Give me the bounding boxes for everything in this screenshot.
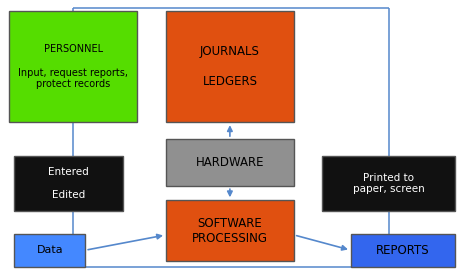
Text: Data: Data <box>36 245 63 255</box>
Text: JOURNALS

LEDGERS: JOURNALS LEDGERS <box>200 45 260 88</box>
FancyBboxPatch shape <box>322 156 455 211</box>
FancyBboxPatch shape <box>166 200 294 261</box>
Text: PERSONNEL

Input, request reports,
protect records: PERSONNEL Input, request reports, protec… <box>18 44 128 89</box>
FancyBboxPatch shape <box>166 11 294 122</box>
Text: Entered

Edited: Entered Edited <box>48 167 89 200</box>
FancyBboxPatch shape <box>166 139 294 186</box>
Text: Printed to
paper, screen: Printed to paper, screen <box>353 173 425 194</box>
Text: REPORTS: REPORTS <box>376 244 430 257</box>
FancyBboxPatch shape <box>14 156 123 211</box>
Text: SOFTWARE
PROCESSING: SOFTWARE PROCESSING <box>192 217 268 245</box>
FancyBboxPatch shape <box>14 234 85 267</box>
Text: HARDWARE: HARDWARE <box>196 156 264 169</box>
FancyBboxPatch shape <box>351 234 455 267</box>
FancyBboxPatch shape <box>9 11 137 122</box>
